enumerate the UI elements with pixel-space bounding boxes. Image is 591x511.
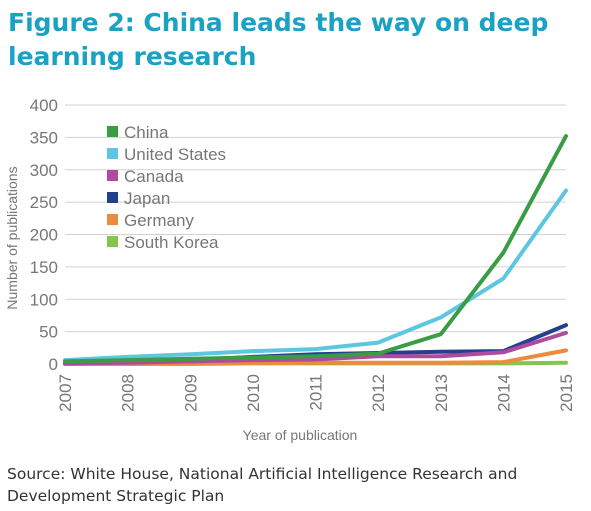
x-axis-label: Year of publication (243, 427, 358, 443)
legend-label-canada: Canada (124, 167, 184, 186)
y-axis-ticks: 0 50 100 150 200 250 300 350 400 (30, 96, 58, 374)
legend-label-japan: Japan (124, 189, 170, 208)
legend-swatch-china (107, 126, 118, 137)
y-tick-label: 400 (30, 96, 58, 115)
legend-swatch-germany (107, 214, 118, 225)
legend-label-germany: Germany (124, 211, 194, 230)
legend-swatch-japan (107, 192, 118, 203)
legend-swatch-canada (107, 170, 118, 181)
source-note: Source: White House, National Artificial… (7, 465, 518, 505)
y-tick-label: 200 (30, 226, 58, 245)
x-tick-label: 2013 (432, 374, 451, 412)
gridlines (65, 104, 566, 365)
legend-label-united-states: United States (124, 145, 226, 164)
y-axis-label: Number of publications (4, 166, 20, 309)
series-line-china (63, 134, 568, 364)
chart-title: Figure 2: China leads the way on deep le… (8, 8, 549, 71)
x-tick-label: 2012 (369, 374, 388, 412)
legend-label-china: China (124, 123, 169, 142)
series-lines (63, 134, 568, 366)
x-tick-label: 2009 (181, 374, 200, 412)
x-tick-label: 2007 (56, 374, 75, 412)
series-line-united-states (63, 188, 568, 363)
legend-swatch-south-korea (107, 236, 118, 247)
y-tick-label: 300 (30, 161, 58, 180)
legend: China United States Canada Japan Germany Sout… (107, 123, 226, 252)
x-tick-label: 2010 (244, 374, 263, 412)
legend-swatch-united-states (107, 148, 118, 159)
x-tick-label: 2015 (557, 374, 576, 412)
x-tick-label: 2008 (119, 374, 138, 412)
y-tick-label: 250 (30, 193, 58, 212)
x-axis-ticks: 2007 2008 2009 2010 2011 2012 2013 2014 2015 (56, 374, 576, 412)
y-tick-label: 100 (30, 290, 58, 309)
y-tick-label: 350 (30, 128, 58, 147)
y-tick-label: 150 (30, 258, 58, 277)
series-line-canada (63, 330, 568, 366)
legend-label-south-korea: South Korea (124, 233, 219, 252)
x-tick-label: 2014 (494, 374, 513, 412)
x-tick-label: 2011 (307, 374, 326, 411)
y-tick-label: 0 (49, 355, 58, 374)
y-tick-label: 50 (39, 323, 58, 342)
